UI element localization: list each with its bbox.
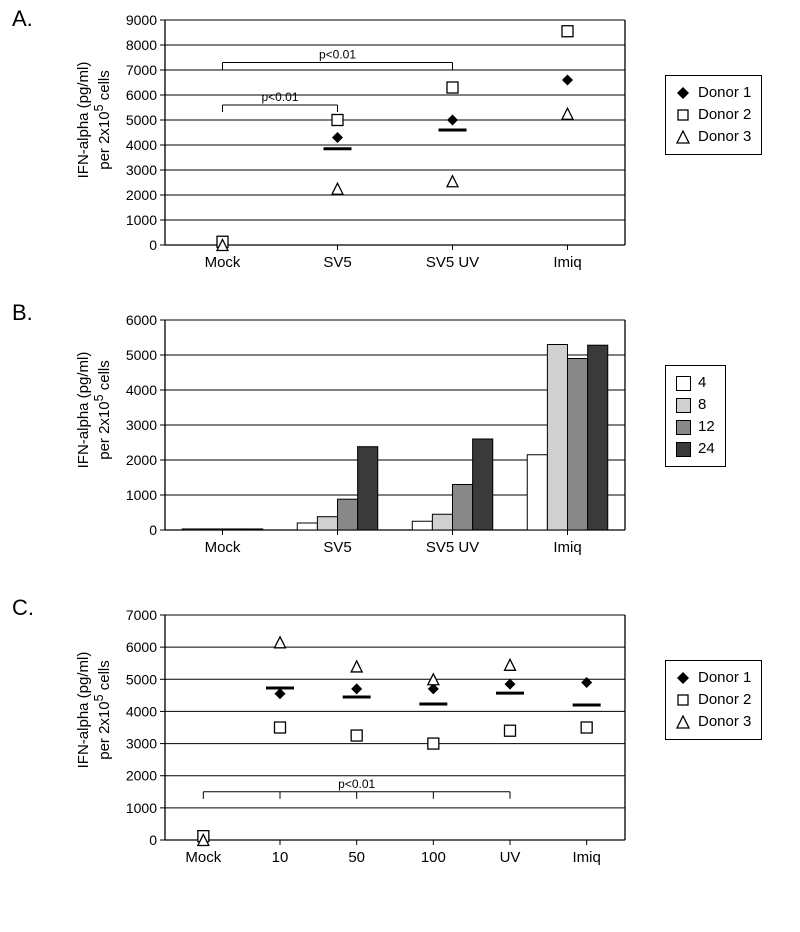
svg-text:5000: 5000 (126, 671, 157, 687)
svg-text:UV: UV (500, 849, 521, 866)
svg-text:p<0.01: p<0.01 (338, 777, 375, 791)
svg-text:50: 50 (348, 849, 365, 866)
svg-text:6000: 6000 (126, 639, 157, 655)
svg-text:2000: 2000 (126, 768, 157, 784)
svg-text:4000: 4000 (126, 703, 157, 719)
svg-text:10: 10 (272, 849, 289, 866)
svg-text:1000: 1000 (126, 800, 157, 816)
svg-text:Imiq: Imiq (572, 849, 600, 866)
svg-text:7000: 7000 (126, 607, 157, 623)
svg-text:Mock: Mock (185, 849, 221, 866)
svg-text:0: 0 (149, 832, 157, 848)
svg-text:100: 100 (421, 849, 446, 866)
svg-text:3000: 3000 (126, 736, 157, 752)
panel-c-chart: 0 1000 2000 3000 4000 5000 6000 7000 Mock 10 50 100… (0, 0, 800, 900)
